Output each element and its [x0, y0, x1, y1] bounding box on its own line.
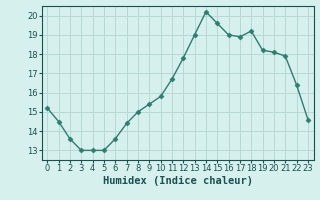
X-axis label: Humidex (Indice chaleur): Humidex (Indice chaleur) — [103, 176, 252, 186]
